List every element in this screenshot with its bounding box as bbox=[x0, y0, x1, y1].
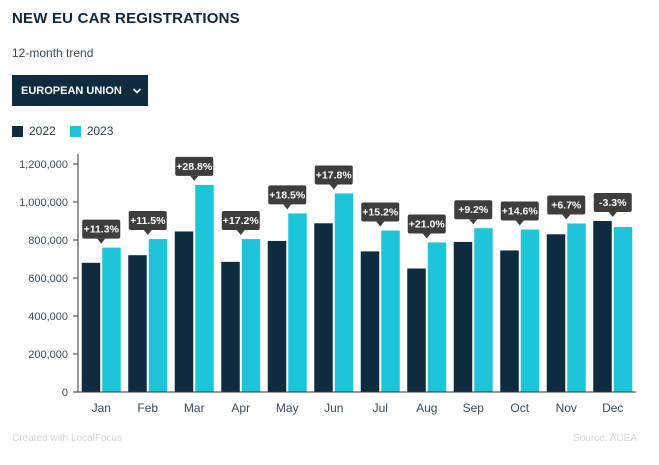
change-label: -3.3% bbox=[599, 197, 627, 209]
bar-2022 bbox=[360, 251, 380, 392]
bar-2023 bbox=[148, 239, 168, 392]
change-label-pointer bbox=[562, 214, 571, 220]
change-label-bg bbox=[314, 165, 353, 185]
change-label-bg bbox=[547, 195, 586, 215]
x-tick-label: Jun bbox=[324, 401, 343, 415]
x-tick-label: Nov bbox=[556, 401, 577, 415]
bar-2022 bbox=[174, 231, 194, 392]
change-label-pointer bbox=[236, 230, 245, 236]
region-selector-label: EUROPEAN UNION bbox=[21, 84, 122, 97]
legend-item-2022[interactable]: 2022 bbox=[12, 124, 56, 138]
change-label: +6.7% bbox=[551, 199, 582, 211]
bar-2022 bbox=[81, 262, 101, 392]
chevron-down-icon bbox=[132, 86, 142, 96]
x-tick-label: Sep bbox=[463, 401, 485, 415]
legend-label-2023: 2023 bbox=[86, 124, 114, 138]
bar-2023 bbox=[381, 230, 400, 392]
x-tick-label: Aug bbox=[416, 401, 437, 415]
bar-2023 bbox=[613, 227, 633, 392]
x-tick-label: Dec bbox=[602, 401, 623, 415]
change-label-pointer bbox=[190, 175, 199, 181]
y-tick-label: 1,200,000 bbox=[19, 159, 68, 171]
change-label-bg bbox=[82, 219, 121, 239]
change-label-pointer bbox=[422, 233, 431, 239]
y-tick-label: 600,000 bbox=[28, 273, 68, 285]
bar-2023 bbox=[567, 223, 586, 392]
change-label-bg bbox=[361, 202, 400, 222]
bar-2022 bbox=[314, 223, 333, 392]
bar-2022 bbox=[546, 234, 566, 392]
x-tick-label: Apr bbox=[231, 401, 250, 415]
bar-2022 bbox=[593, 221, 612, 392]
change-label-pointer bbox=[97, 238, 106, 244]
change-label-pointer bbox=[469, 219, 478, 225]
bar-2023 bbox=[474, 228, 493, 392]
bar-2023 bbox=[102, 247, 121, 392]
bar-2023 bbox=[241, 239, 261, 392]
x-tick-label: Oct bbox=[510, 401, 529, 415]
change-label: +28.8% bbox=[176, 161, 213, 173]
change-label-bg bbox=[454, 200, 493, 220]
change-label: +18.5% bbox=[269, 189, 306, 201]
bar-2022 bbox=[267, 240, 287, 392]
change-label-pointer bbox=[143, 230, 152, 236]
bar-2023 bbox=[288, 213, 307, 392]
y-tick-label: 200,000 bbox=[28, 349, 68, 361]
credit-text: Created with LocalFocus bbox=[12, 433, 123, 444]
bar-2022 bbox=[453, 241, 473, 392]
change-label-pointer bbox=[608, 212, 617, 217]
legend-swatch-2022 bbox=[12, 125, 23, 137]
y-tick-label: 800,000 bbox=[28, 235, 68, 247]
x-tick-label: May bbox=[276, 401, 299, 415]
legend: 2022 2023 bbox=[12, 124, 127, 138]
bar-2022 bbox=[221, 261, 240, 392]
change-label: +17.2% bbox=[223, 215, 260, 227]
x-tick-label: Jan bbox=[92, 401, 111, 415]
y-tick-label: 0 bbox=[62, 387, 68, 399]
y-tick-label: 400,000 bbox=[28, 311, 68, 323]
legend-item-2023[interactable]: 2023 bbox=[69, 124, 114, 138]
legend-swatch-2023 bbox=[69, 125, 81, 137]
change-label: +9.2% bbox=[458, 204, 489, 216]
change-label: +11.5% bbox=[130, 215, 166, 227]
y-tick-label: 1,000,000 bbox=[19, 197, 68, 209]
bar-2022 bbox=[128, 255, 147, 392]
change-label-bg bbox=[500, 201, 539, 221]
change-label-bg bbox=[268, 185, 307, 205]
chart-title: NEW EU CAR REGISTRATIONS bbox=[12, 10, 240, 27]
bar-2022 bbox=[407, 268, 426, 392]
change-label-bg bbox=[128, 211, 167, 231]
change-label-pointer bbox=[329, 184, 338, 190]
chart-subtitle: 12-month trend bbox=[12, 46, 94, 60]
bar-2023 bbox=[427, 242, 447, 392]
change-label-pointer bbox=[515, 220, 524, 226]
bar-2023 bbox=[334, 193, 354, 392]
change-label: +21.0% bbox=[409, 218, 446, 230]
legend-label-2022: 2022 bbox=[29, 124, 56, 138]
x-tick-label: Jul bbox=[373, 401, 388, 415]
bar-2022 bbox=[500, 250, 519, 392]
change-label-bg bbox=[593, 193, 632, 212]
change-label-bg bbox=[407, 214, 446, 234]
x-tick-label: Mar bbox=[184, 401, 205, 415]
bar-2023 bbox=[195, 184, 214, 392]
change-label-bg bbox=[221, 211, 260, 231]
x-tick-label: Feb bbox=[137, 401, 158, 415]
region-selector[interactable]: EUROPEAN UNION bbox=[12, 75, 148, 106]
change-label-pointer bbox=[376, 221, 385, 227]
bar-2023 bbox=[520, 229, 540, 392]
change-label: +14.6% bbox=[502, 206, 539, 218]
source-text: Source: ACEA bbox=[573, 433, 637, 444]
change-label: +15.2% bbox=[362, 207, 399, 219]
change-label-bg bbox=[175, 156, 214, 176]
change-label-pointer bbox=[283, 204, 292, 210]
change-label: +11.3% bbox=[84, 224, 120, 236]
change-label: +17.8% bbox=[316, 169, 353, 181]
